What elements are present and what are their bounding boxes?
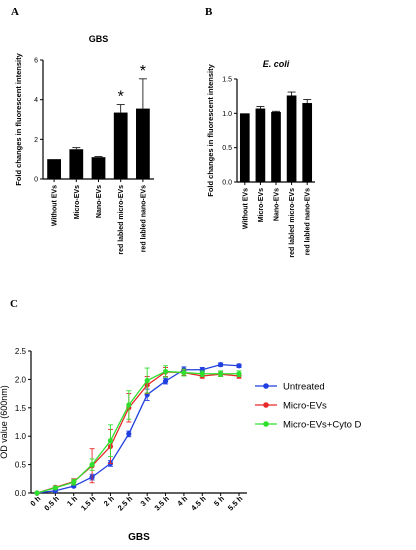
bar	[255, 108, 266, 182]
panel-label-a: A	[11, 6, 19, 18]
y-tick-label: 2	[34, 137, 38, 144]
x-tick-label: Without EVs	[242, 188, 249, 229]
data-point	[126, 431, 132, 437]
x-tick-label: Nano-EVs	[274, 188, 281, 221]
legend-label: Micro-EVs	[283, 401, 327, 412]
bar	[239, 113, 250, 182]
bar	[286, 95, 297, 182]
y-tick-label: 4	[34, 97, 38, 104]
legend-swatch-marker	[263, 383, 269, 389]
x-tick-label: 1.5 h	[79, 494, 98, 513]
bar	[69, 149, 84, 179]
bar	[91, 157, 106, 179]
legend: Untreated Micro-EVs Micro-EVs+Cyto D	[255, 382, 362, 431]
x-tick-label: 4.5 h	[189, 494, 208, 513]
x-tick-label: red labled nano-EVs	[140, 185, 147, 252]
x-tick-label: 2 h	[102, 494, 116, 508]
x-tick-label: 5 h	[212, 494, 226, 508]
series-1	[34, 367, 242, 496]
data-point	[126, 402, 132, 408]
data-point	[162, 378, 169, 384]
y-tick-label: 0.5	[222, 145, 232, 152]
legend-label: Untreated	[283, 382, 325, 393]
series-line	[36, 370, 239, 494]
x-tick-label: 0 h	[28, 494, 42, 508]
data-point	[144, 377, 150, 384]
data-point	[34, 490, 40, 496]
x-tick-label: Micro-EVs	[258, 188, 265, 222]
bar	[47, 159, 61, 179]
bar	[113, 112, 128, 179]
panel-label-b: B	[205, 6, 213, 18]
data-point	[218, 362, 224, 368]
x-tick-label: 2.5 h	[116, 494, 135, 513]
data-point	[107, 438, 114, 444]
y-tick-label: 1.5	[15, 404, 27, 413]
x-tick-label: 1 h	[65, 494, 79, 508]
bar	[136, 108, 150, 179]
legend-swatch-marker	[263, 421, 269, 427]
y-tick-label: 0.0	[15, 489, 27, 498]
y-tick-label: 0.5	[15, 461, 27, 470]
series-line	[36, 363, 240, 494]
y-tick-label: 2.5	[15, 347, 27, 356]
line-chart: 0.0 0.5 1.0 1.5 2.0 2.5 OD value (600nm) 0 h 0.5…	[0, 347, 362, 543]
data-point	[181, 369, 187, 376]
x-tick-label: 4 h	[175, 494, 189, 508]
data-point	[162, 368, 169, 375]
bar	[302, 103, 313, 182]
data-point	[236, 371, 242, 377]
x-axis-label: GBS	[128, 532, 150, 543]
chart-title: E. coli	[263, 59, 290, 69]
y-axis-label: OD value (600nm)	[0, 385, 9, 459]
bar-chart-0: GBS 0 2 4 6 Fold changes in fluorescent inten…	[14, 34, 154, 255]
x-tick-label: 3 h	[139, 494, 153, 508]
data-point	[199, 371, 205, 377]
panel-label-c: C	[10, 298, 18, 310]
series-2	[34, 365, 242, 496]
y-axis-label: Fold changes in fluorescent intensity	[206, 63, 215, 196]
x-tick-label: 0.5 h	[42, 494, 61, 513]
y-tick-label: 6	[34, 58, 38, 65]
y-tick-label: 0.0	[222, 180, 232, 187]
data-point	[71, 479, 77, 485]
bar	[271, 111, 281, 182]
bar-chart-1: E. coli 0.0 0.5 1.0 1.5 Fold changes in fluor…	[206, 59, 315, 258]
x-tick-label: 5.5 h	[226, 494, 245, 513]
chart-title: GBS	[89, 34, 109, 44]
x-tick-label: red labled micro-EVs	[289, 188, 296, 258]
y-tick-label: 1.5	[222, 77, 232, 84]
x-tick-label: red labled nano-EVs	[305, 188, 312, 255]
data-point	[52, 485, 58, 491]
y-tick-label: 1.0	[222, 111, 232, 118]
y-axis-label: Fold changes in fluorescent intensity	[14, 52, 23, 185]
x-tick-label: red labled micro-EVs	[118, 185, 125, 255]
legend-swatch-marker	[263, 402, 269, 408]
x-tick-label: 3.5 h	[153, 494, 172, 513]
significance-marker: *	[118, 89, 124, 106]
series-0	[34, 362, 242, 496]
data-point	[89, 462, 95, 468]
x-tick-label: Nano-EVs	[96, 185, 103, 218]
y-tick-label: 0	[34, 177, 38, 184]
y-tick-label: 1.0	[15, 432, 27, 441]
x-tick-label: Micro-EVs	[74, 185, 81, 219]
data-point	[218, 371, 224, 377]
significance-marker: *	[140, 63, 146, 80]
data-point	[236, 363, 242, 369]
x-tick-label: Without EVs	[52, 185, 59, 226]
series-line	[36, 371, 240, 494]
y-tick-label: 2.0	[15, 375, 27, 384]
legend-label: Micro-EVs+Cyto D	[283, 420, 362, 431]
